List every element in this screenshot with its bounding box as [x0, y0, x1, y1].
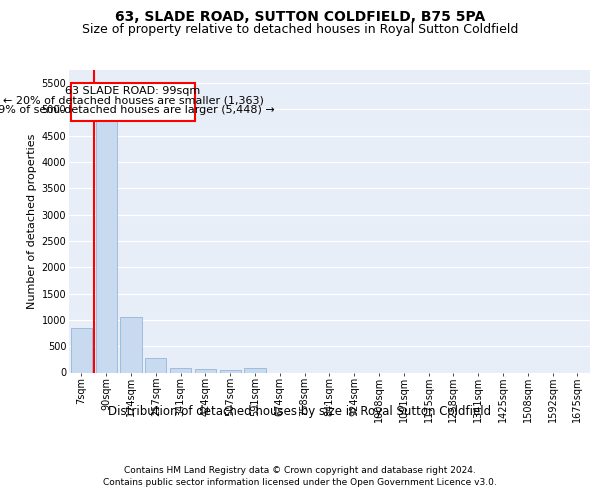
- Bar: [121, 318, 142, 372]
- Text: Contains public sector information licensed under the Open Government Licence v3: Contains public sector information licen…: [103, 478, 497, 487]
- Text: 79% of semi-detached houses are larger (5,448) →: 79% of semi-detached houses are larger (…: [0, 105, 275, 115]
- Bar: [71, 328, 92, 372]
- Bar: [195, 368, 216, 372]
- Bar: [244, 368, 266, 372]
- Bar: [95, 83, 117, 372]
- Text: 63, SLADE ROAD, SUTTON COLDFIELD, B75 5PA: 63, SLADE ROAD, SUTTON COLDFIELD, B75 5P…: [115, 10, 485, 24]
- Bar: [170, 368, 191, 372]
- Bar: [220, 370, 241, 372]
- FancyBboxPatch shape: [71, 83, 195, 121]
- Text: Size of property relative to detached houses in Royal Sutton Coldfield: Size of property relative to detached ho…: [82, 23, 518, 36]
- Text: Distribution of detached houses by size in Royal Sutton Coldfield: Distribution of detached houses by size …: [109, 405, 491, 418]
- Text: Contains HM Land Registry data © Crown copyright and database right 2024.: Contains HM Land Registry data © Crown c…: [124, 466, 476, 475]
- Y-axis label: Number of detached properties: Number of detached properties: [28, 134, 37, 309]
- Bar: [145, 358, 166, 372]
- Text: 63 SLADE ROAD: 99sqm: 63 SLADE ROAD: 99sqm: [65, 86, 200, 97]
- Text: ← 20% of detached houses are smaller (1,363): ← 20% of detached houses are smaller (1,…: [2, 96, 263, 106]
